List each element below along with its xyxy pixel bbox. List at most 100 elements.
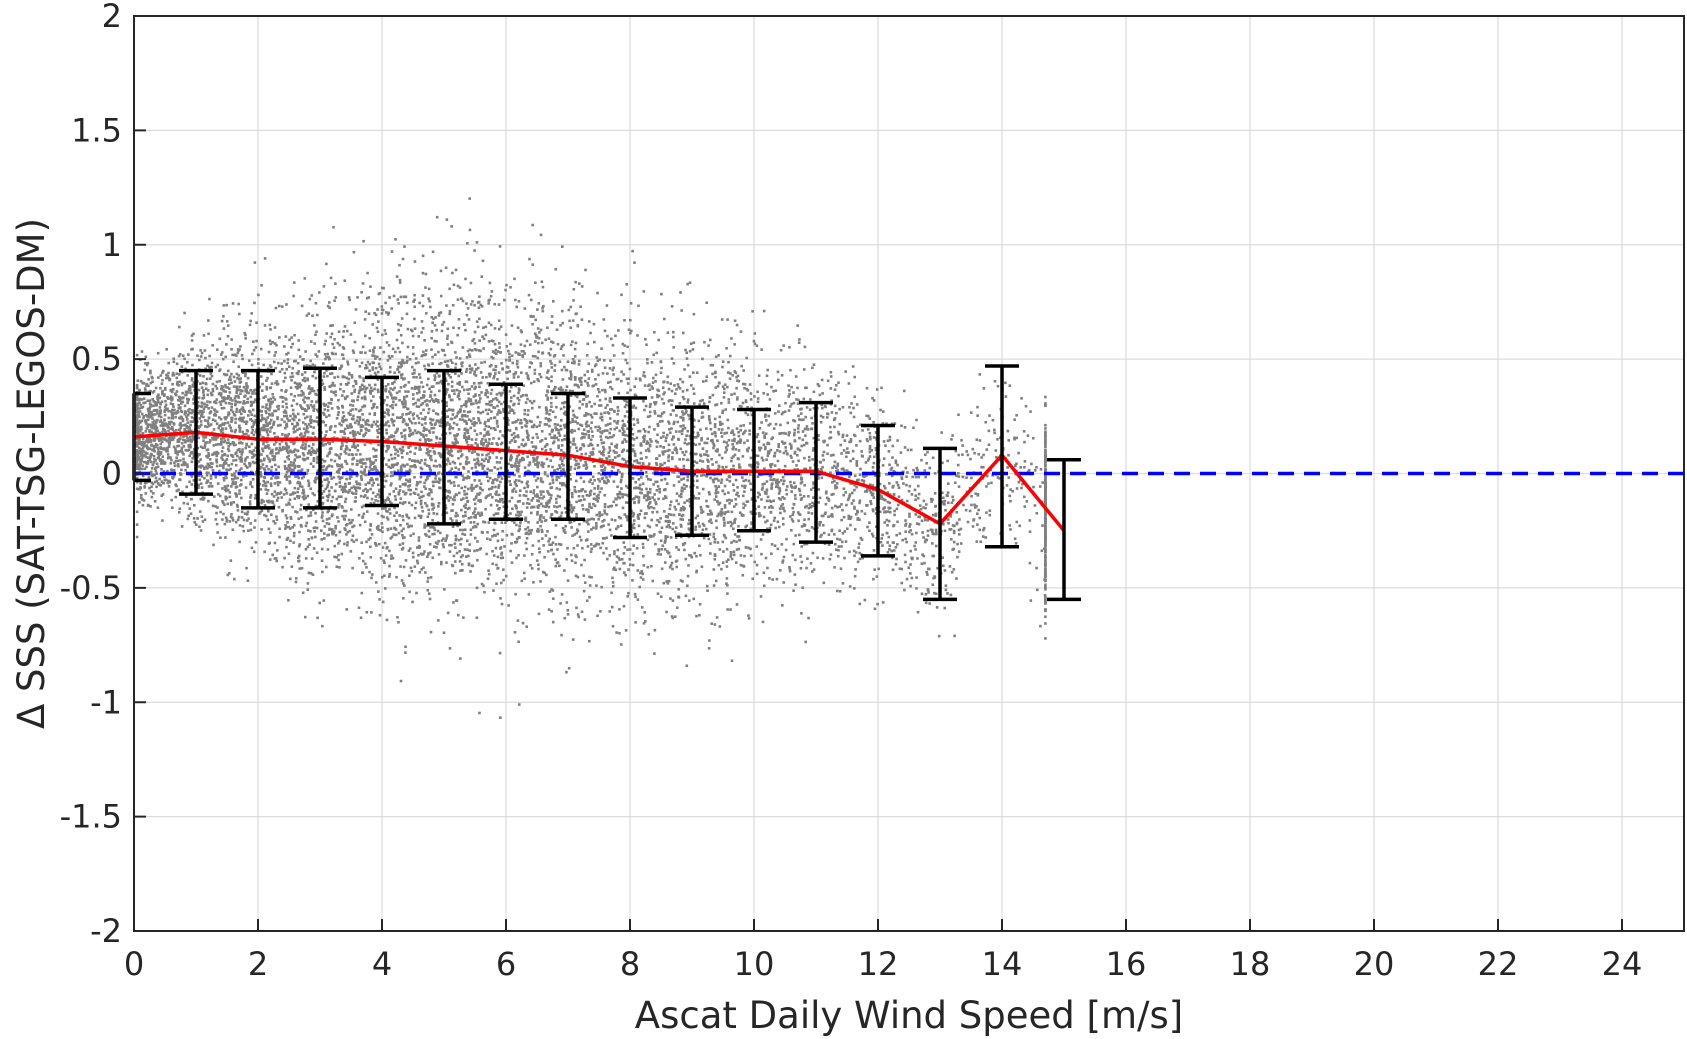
scatter-point <box>681 410 684 413</box>
scatter-point <box>252 340 255 343</box>
scatter-point <box>301 447 305 450</box>
scatter-point <box>242 402 245 405</box>
scatter-point <box>571 495 574 499</box>
scatter-point <box>409 411 412 414</box>
scatter-point <box>764 413 767 417</box>
scatter-point <box>630 329 633 333</box>
scatter-point <box>348 489 351 492</box>
scatter-point <box>464 506 467 510</box>
scatter-point <box>541 463 545 467</box>
scatter-point <box>597 477 600 481</box>
scatter-point <box>202 410 205 413</box>
scatter-point <box>683 507 687 510</box>
scatter-point <box>520 480 524 484</box>
scatter-point <box>271 414 274 417</box>
scatter-point <box>642 564 646 567</box>
scatter-point <box>472 521 476 524</box>
scatter-point <box>575 500 578 504</box>
scatter-point <box>693 551 696 555</box>
scatter-point <box>345 444 348 448</box>
scatter-point <box>135 465 139 468</box>
scatter-point <box>533 355 537 358</box>
scatter-point <box>157 439 161 443</box>
scatter-point <box>368 349 372 352</box>
scatter-point <box>812 363 816 366</box>
scatter-point <box>675 565 679 569</box>
scatter-point <box>733 392 736 396</box>
scatter-point <box>558 464 561 467</box>
scatter-point <box>763 434 766 437</box>
scatter-point <box>729 520 732 524</box>
scatter-point <box>386 420 390 423</box>
scatter-point <box>327 355 330 359</box>
scatter-point <box>549 459 553 462</box>
scatter-point <box>137 398 141 402</box>
scatter-point <box>446 448 449 451</box>
scatter-point <box>483 422 487 425</box>
scatter-point <box>810 526 814 529</box>
scatter-point <box>380 522 384 525</box>
scatter-point <box>617 515 621 519</box>
scatter-point <box>208 297 211 301</box>
scatter-point <box>309 572 313 575</box>
scatter-point <box>656 433 659 437</box>
scatter-point <box>186 439 189 443</box>
scatter-point <box>620 379 623 383</box>
scatter-point <box>140 350 144 353</box>
scatter-point <box>750 488 753 492</box>
scatter-point <box>524 401 528 404</box>
scatter-point <box>609 380 612 384</box>
scatter-point <box>197 396 201 400</box>
scatter-point <box>484 391 488 395</box>
scatter-point <box>457 491 461 495</box>
scatter-point <box>428 449 432 453</box>
scatter-point <box>186 399 190 403</box>
scatter-point <box>161 430 164 434</box>
scatter-point <box>386 359 390 362</box>
scatter-point <box>538 424 541 427</box>
scatter-point <box>372 481 376 485</box>
scatter-point <box>817 501 821 504</box>
scatter-point <box>541 285 545 289</box>
scatter-point <box>365 566 368 569</box>
scatter-point <box>198 478 202 482</box>
scatter-point <box>702 473 705 477</box>
scatter-point <box>600 465 603 468</box>
scatter-point <box>167 361 171 365</box>
scatter-point <box>183 311 186 315</box>
scatter-point <box>267 350 271 354</box>
scatter-point <box>885 422 888 425</box>
scatter-point <box>156 429 159 433</box>
scatter-point <box>343 450 347 453</box>
scatter-point <box>931 530 934 533</box>
scatter-point <box>1011 489 1015 493</box>
scatter-point <box>726 318 729 321</box>
scatter-point <box>382 485 386 488</box>
scatter-point <box>251 408 255 412</box>
scatter-point <box>221 446 225 449</box>
scatter-point <box>947 501 950 505</box>
scatter-point <box>603 466 607 470</box>
scatter-point <box>550 512 554 516</box>
scatter-point <box>784 449 788 453</box>
scatter-point <box>811 501 814 505</box>
scatter-point <box>528 461 532 464</box>
scatter-point <box>735 493 738 496</box>
scatter-point <box>479 411 482 415</box>
scatter-point <box>296 387 299 390</box>
scatter-point <box>347 518 351 522</box>
scatter-point <box>263 468 267 472</box>
scatter-point <box>706 513 710 516</box>
scatter-point <box>818 496 822 500</box>
scatter-point <box>335 417 339 420</box>
scatter-point <box>1023 460 1027 463</box>
scatter-point <box>403 434 407 437</box>
scatter-point <box>679 415 682 419</box>
scatter-point <box>874 474 877 477</box>
scatter-point <box>451 509 454 512</box>
scatter-point <box>468 348 472 352</box>
scatter-point <box>468 418 471 421</box>
scatter-point <box>671 567 674 571</box>
scatter-point <box>430 385 434 389</box>
scatter-point <box>732 489 736 492</box>
